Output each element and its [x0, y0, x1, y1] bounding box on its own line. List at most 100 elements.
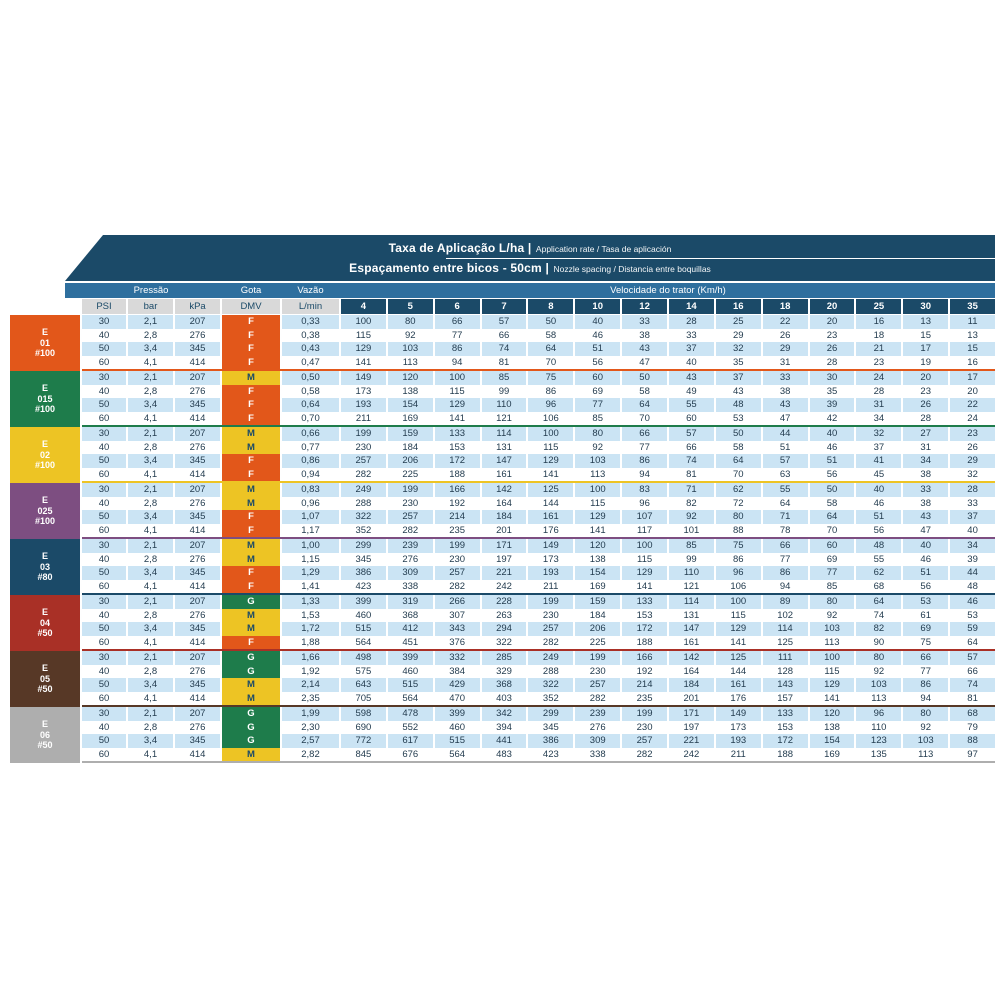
application-rate-cell: 74: [669, 454, 714, 468]
application-rate-cell: 423: [528, 747, 574, 761]
application-rate-cell: 50: [622, 371, 667, 385]
application-rate-cell: 62: [856, 566, 902, 580]
flow-rate-cell: 1,99: [282, 707, 339, 721]
application-rate-cell: 121: [669, 579, 714, 593]
application-rate-cell: 44: [762, 427, 808, 441]
application-rate-cell: 17: [950, 371, 995, 385]
application-rate-cell: 149: [341, 371, 386, 385]
application-rate-cell: 81: [950, 691, 995, 705]
application-rate-cell: 235: [622, 691, 667, 705]
kpa-cell: 414: [175, 635, 220, 649]
application-rate-cell: 79: [950, 720, 995, 734]
flow-rate-cell: 0,33: [282, 315, 339, 329]
application-rate-cell: 80: [903, 707, 949, 721]
application-rate-cell: 25: [715, 315, 761, 329]
flow-rate-cell: 0,50: [282, 371, 339, 385]
kpa-cell: 345: [175, 342, 220, 356]
application-rate-cell: 86: [762, 566, 808, 580]
application-rate-cell: 164: [481, 496, 527, 510]
application-rate-cell: 50: [809, 483, 855, 497]
application-rate-cell: 285: [481, 651, 527, 665]
application-rate-cell: 131: [481, 440, 527, 454]
application-rate-cell: 46: [856, 496, 902, 510]
application-rate-cell: 41: [856, 454, 902, 468]
application-rate-cell: 46: [950, 595, 995, 609]
application-rate-cell: 564: [434, 747, 480, 761]
flow-rate-cell: 0,94: [282, 467, 339, 481]
nozzle-label-line: #50: [37, 628, 53, 639]
application-rate-cell: 57: [669, 427, 714, 441]
application-rate-cell: 564: [341, 635, 386, 649]
application-rate-cell: 368: [387, 608, 433, 622]
application-rate-cell: 343: [434, 622, 480, 636]
application-rate-cell: 115: [715, 608, 761, 622]
application-rate-cell: 27: [903, 427, 949, 441]
dmv-cell: F: [222, 328, 280, 342]
application-rate-cell: 221: [669, 734, 714, 748]
application-rate-cell: 26: [809, 342, 855, 356]
nozzle-label-line: #100: [34, 516, 56, 527]
nozzle-label-e-05-50: E 05 #50: [10, 651, 80, 707]
application-rate-cell: 161: [481, 467, 527, 481]
application-rate-cell: 92: [856, 664, 902, 678]
bar-cell: 2,1: [128, 539, 173, 553]
application-rate-cell: 188: [762, 747, 808, 761]
flow-group-header: Vazão: [297, 285, 324, 296]
application-rate-cell: 368: [481, 678, 527, 692]
application-rate-cell: 48: [856, 539, 902, 553]
application-rate-cell: 166: [622, 651, 667, 665]
application-rate-cell: 147: [481, 454, 527, 468]
application-rate-cell: 153: [622, 608, 667, 622]
dmv-cell: M: [222, 427, 280, 441]
bar-cell: 3,4: [128, 454, 173, 468]
flow-rate-cell: 2,82: [282, 747, 339, 761]
application-rate-cell: 107: [622, 510, 667, 524]
kpa-cell: 207: [175, 315, 220, 329]
application-rate-cell: 58: [528, 328, 574, 342]
application-rate-cell: 441: [481, 734, 527, 748]
application-rate-cell: 56: [856, 523, 902, 537]
application-rate-cell: 81: [669, 467, 714, 481]
application-rate-cell: 242: [481, 579, 527, 593]
application-rate-cell: 399: [387, 651, 433, 665]
bar-cell: 3,4: [128, 678, 173, 692]
application-rate-cell: 230: [434, 552, 480, 566]
application-rate-cell: 56: [575, 355, 621, 369]
application-rate-cell: 197: [481, 552, 527, 566]
speed-col-header-14: 14: [669, 299, 714, 314]
application-rate-cell: 86: [434, 342, 480, 356]
application-rate-cell: 114: [481, 427, 527, 441]
dmv-cell: M: [222, 691, 280, 705]
application-rate-cell: 133: [762, 707, 808, 721]
application-rate-cell: 35: [809, 384, 855, 398]
title-divider: [446, 257, 995, 259]
application-rate-cell: 60: [809, 539, 855, 553]
table-title: Taxa de Aplicação L/ha | Application rat…: [65, 241, 995, 256]
application-rate-cell: 113: [856, 691, 902, 705]
flow-rate-cell: 2,14: [282, 678, 339, 692]
nozzle-data-e-03-80: 30 2,1 207 M 1,00 299 239 199 171 149 120 100 85 75 66…: [82, 539, 995, 595]
psi-cell: 60: [82, 747, 126, 761]
application-rate-cell: 64: [809, 510, 855, 524]
application-rate-cell: 29: [715, 328, 761, 342]
bar-cell: 2,8: [128, 608, 173, 622]
application-rate-cell: 103: [809, 622, 855, 636]
flow-rate-cell: 1,88: [282, 635, 339, 649]
application-rate-cell: 20: [950, 384, 995, 398]
application-rate-cell: 69: [809, 552, 855, 566]
application-rate-cell: 332: [434, 651, 480, 665]
application-rate-cell: 28: [856, 384, 902, 398]
application-rate-cell: 100: [528, 427, 574, 441]
psi-cell: 30: [82, 315, 126, 329]
flow-rate-cell: 1,17: [282, 523, 339, 537]
application-rate-cell: 20: [903, 371, 949, 385]
application-rate-cell: 96: [856, 707, 902, 721]
application-rate-cell: 239: [387, 539, 433, 553]
application-rate-cell: 110: [669, 566, 714, 580]
psi-cell: 50: [82, 678, 126, 692]
application-rate-cell: 77: [903, 664, 949, 678]
application-rate-cell: 60: [575, 371, 621, 385]
application-rate-cell: 21: [856, 342, 902, 356]
application-rate-cell: 129: [528, 454, 574, 468]
dmv-cell: M: [222, 747, 280, 761]
